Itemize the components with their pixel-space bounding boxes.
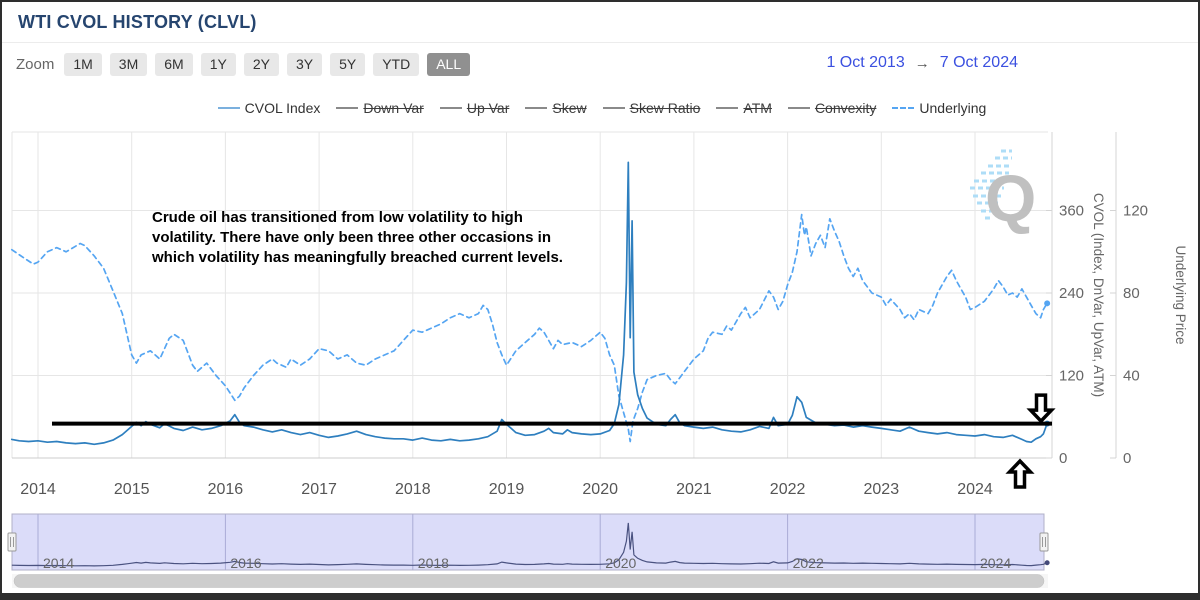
underlying-axis-tick-label: 80: [1123, 285, 1140, 302]
cvol-axis-tick-label: 0: [1059, 450, 1067, 467]
navigator-left-handle[interactable]: [7, 532, 17, 552]
x-axis-tick-label: 2019: [489, 481, 525, 498]
range-start-date[interactable]: 1 Oct 2013: [826, 54, 905, 71]
x-axis-tick-label: 2017: [301, 481, 337, 498]
watermark-q: Q: [970, 149, 1036, 235]
legend-item-down-var[interactable]: Down Var: [336, 100, 424, 116]
legend-item-label: Down Var: [363, 100, 424, 116]
scrollbar: [12, 574, 1048, 588]
legend-item-convexity[interactable]: Convexity: [787, 100, 877, 116]
navigator-mask[interactable]: [12, 514, 1044, 570]
x-axis-tick-label: 2022: [770, 481, 806, 498]
legend-marker-icon: [892, 107, 915, 109]
legend-marker-icon: [336, 107, 359, 109]
navigator-year-label: 2022: [793, 555, 824, 571]
underlying-axis-tick-label: 40: [1123, 368, 1140, 385]
cvol-axis-tick-label: 240: [1059, 285, 1084, 302]
x-axis-tick-label: 2024: [957, 481, 993, 498]
legend-item-label: Convexity: [814, 100, 877, 116]
navigator-year-label: 2024: [980, 555, 1011, 571]
navigator-year-label: 2016: [230, 555, 261, 571]
navigator-year-label: 2014: [43, 555, 74, 571]
zoom-button-5y[interactable]: 5Y: [330, 52, 366, 76]
zoom-button-ytd[interactable]: YTD: [373, 52, 420, 76]
navigator-last-point: [1044, 560, 1050, 566]
x-axis-tick-label: 2020: [582, 481, 618, 498]
legend-item-up-var[interactable]: Up Var: [439, 100, 510, 116]
zoom-button-1m[interactable]: 1M: [64, 52, 102, 76]
underlying-last-point: [1044, 300, 1051, 307]
legend-marker-icon: [439, 107, 462, 109]
zoom-label: Zoom: [16, 55, 55, 73]
zoom-button-all[interactable]: ALL: [427, 52, 471, 76]
legend-item-label: Underlying: [919, 100, 987, 116]
annotation-line: Crude oil has transitioned from low vola…: [152, 209, 523, 226]
down-arrow-annotation: [1026, 393, 1056, 424]
underlying-axis: 0 40 80 120 Underlying Price: [1110, 132, 1188, 467]
navigator-right-handle[interactable]: [1039, 532, 1049, 552]
range-selector-toolbar: Zoom 1M 3M 6M 1Y 2Y 3Y 5Y YTD ALL: [16, 52, 471, 76]
underlying-axis-tick-label: 0: [1123, 450, 1131, 467]
cvol-axis-tick-label: 360: [1059, 203, 1084, 220]
legend-item-underlying[interactable]: Underlying: [892, 100, 986, 116]
navigator: 2014 2016 2018 2020 2022 2024: [7, 513, 1050, 571]
scrollbar-thumb[interactable]: [13, 574, 1045, 588]
page-title: WTI CVOL HISTORY (CLVL): [18, 12, 257, 32]
navigator-year-label: 2018: [418, 555, 449, 571]
cvol-axis-tick-label: 120: [1059, 368, 1084, 385]
x-axis-tick-label: 2018: [395, 481, 431, 498]
annotation-line: volatility. There have only been three o…: [152, 229, 552, 246]
header: [2, 2, 1198, 43]
range-end-date[interactable]: 7 Oct 2024: [939, 54, 1018, 71]
legend-marker-icon: [525, 107, 548, 109]
annotation-line: which volatility has meaningfully breach…: [152, 249, 563, 266]
underlying-axis-tick-label: 120: [1123, 203, 1148, 220]
legend-marker-icon: [787, 107, 810, 109]
legend-marker-icon: [716, 107, 739, 109]
navigator-year-label: 2020: [605, 555, 636, 571]
zoom-buttons-group: 1M 3M 6M 1Y 2Y 3Y 5Y YTD ALL: [64, 52, 471, 76]
zoom-button-6m[interactable]: 6M: [155, 52, 193, 76]
x-axis-tick-label: 2021: [676, 481, 712, 498]
x-axis-tick-label: 2016: [208, 481, 244, 498]
cvol-axis-title: CVOL (Index, DnVar, UpVar, ATM): [1091, 193, 1106, 397]
date-range: 1 Oct 2013 → 7 Oct 2024: [826, 54, 1018, 72]
legend-item-label: Skew Ratio: [629, 100, 701, 116]
up-arrow-annotation: [1005, 458, 1035, 489]
x-axis-tick-label: 2014: [20, 481, 56, 498]
series-cvol-index: [10, 161, 1048, 446]
navigator-series: [11, 522, 1048, 567]
legend-item-label: CVOL Index: [244, 100, 321, 116]
legend-item-atm[interactable]: ATM: [716, 100, 772, 116]
legend-item-label: Up Var: [466, 100, 510, 116]
x-axis-labels: 2014 2015 2016 2017 2018 2019 2020 2021 2022 2023…: [20, 481, 993, 498]
zoom-button-2y[interactable]: 2Y: [243, 52, 279, 76]
legend-item-skew-ratio[interactable]: Skew Ratio: [602, 100, 701, 116]
annotation-text: Crude oil has transitioned from low vola…: [152, 208, 563, 268]
legend-item-label: ATM: [743, 100, 772, 116]
zoom-button-3y[interactable]: 3Y: [286, 52, 323, 76]
x-axis-tick-label: 2023: [864, 481, 900, 498]
range-arrow-icon: →: [914, 54, 930, 72]
legend-item-cvol-index[interactable]: CVOL Index: [217, 100, 321, 116]
cvol-axis: 0 120 240 360 CVOL (Index, DnVar, UpVar, ATM…: [1046, 132, 1106, 467]
zoom-button-1y[interactable]: 1Y: [200, 52, 236, 76]
grid: [11, 131, 1048, 459]
legend-marker-icon: [217, 107, 240, 109]
legend-item-label: Skew: [552, 100, 587, 116]
legend-item-skew[interactable]: Skew: [525, 100, 587, 116]
x-axis-tick-label: 2015: [114, 481, 150, 498]
series-underlying: [10, 213, 1048, 443]
legend: CVOL Index Down Var Up Var Skew Skew Ratio AT…: [2, 100, 1198, 116]
underlying-axis-title: Underlying Price: [1173, 245, 1188, 344]
watermark-letter: Q: [985, 161, 1036, 235]
legend-marker-icon: [602, 107, 625, 109]
zoom-button-3m[interactable]: 3M: [109, 52, 148, 76]
